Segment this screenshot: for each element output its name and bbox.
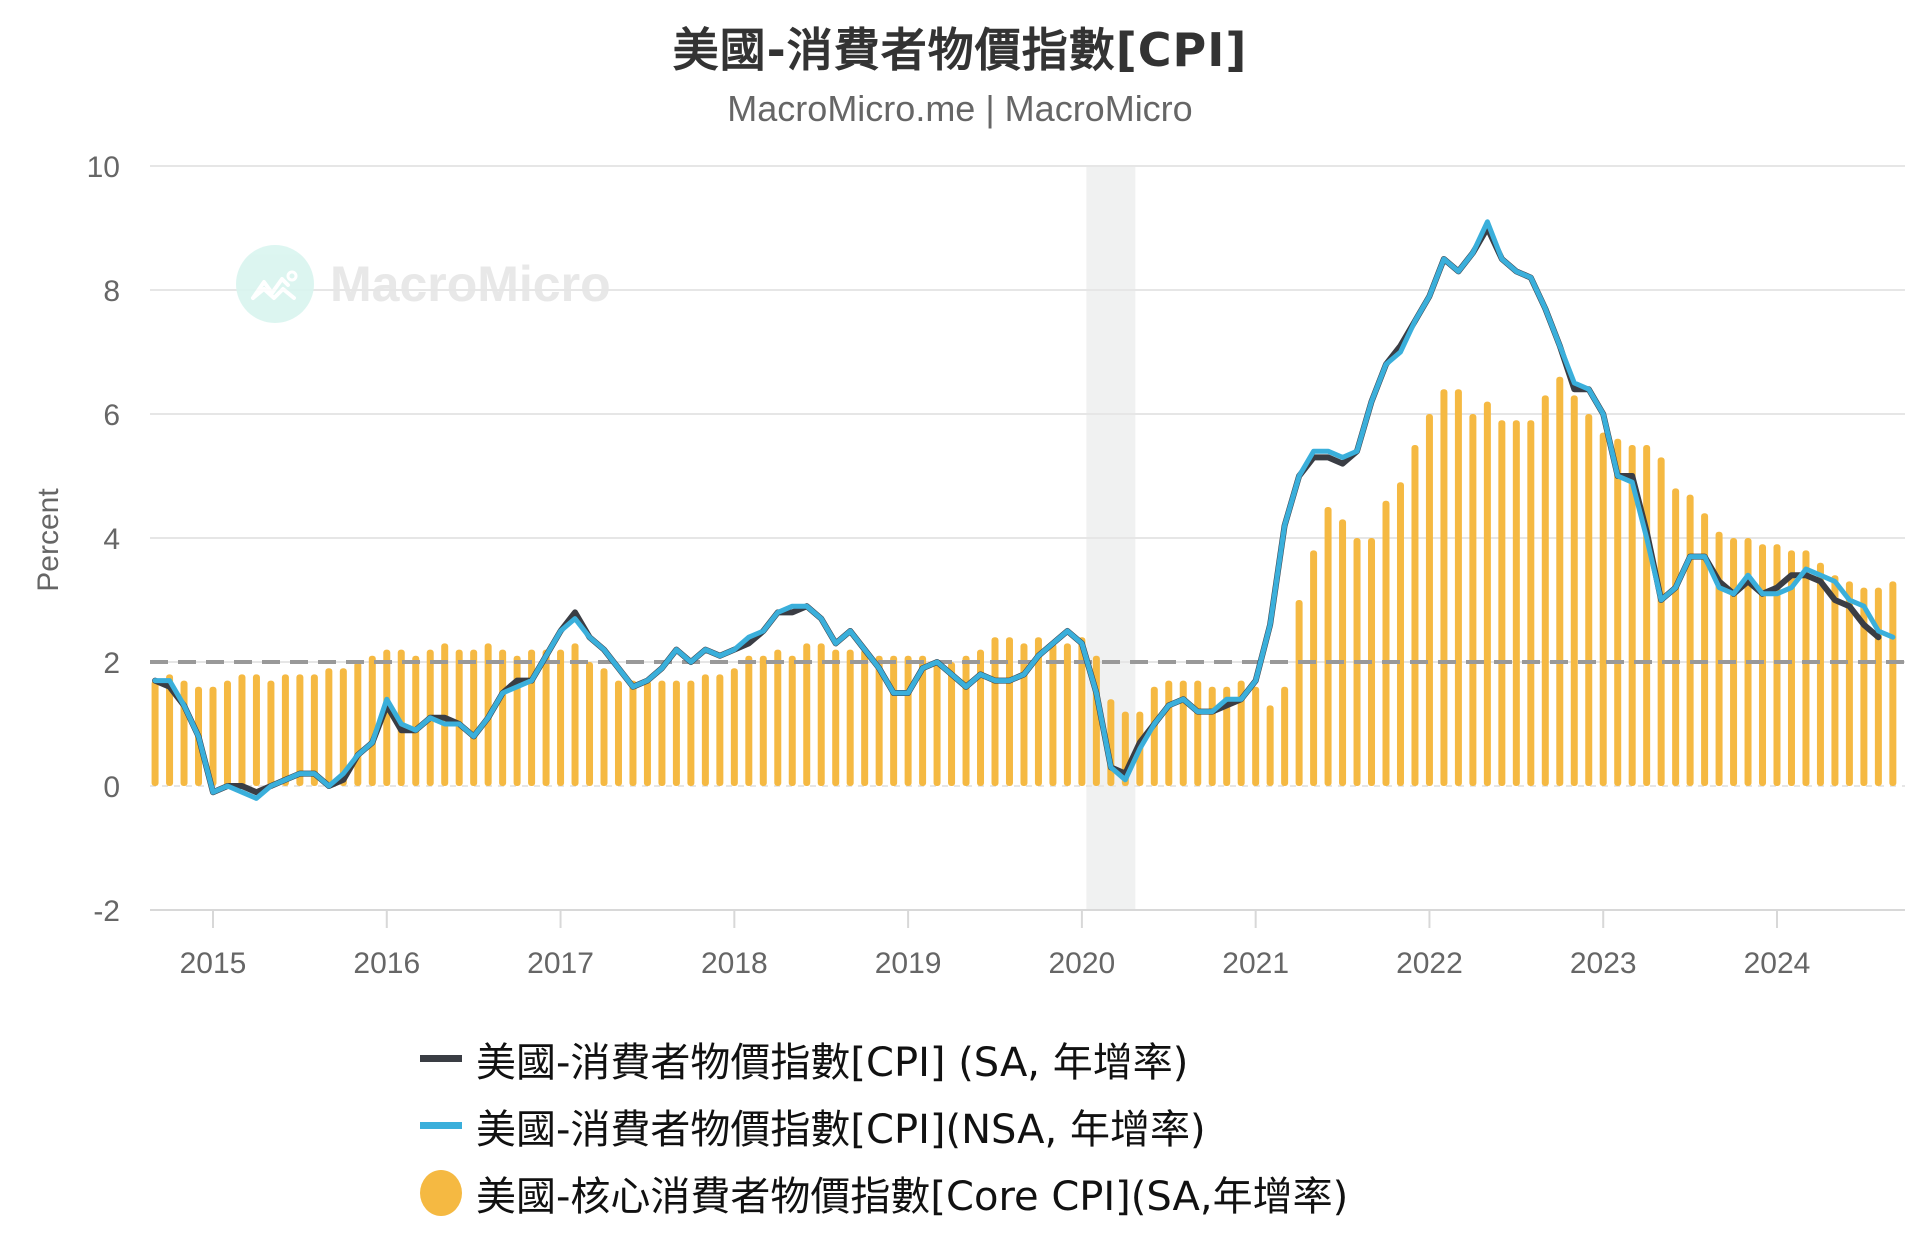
legend-item-core-cpi[interactable]: 美國-核心消費者物價指數[Core CPI](SA,年增率) <box>420 1159 1348 1226</box>
legend-label: 美國-核心消費者物價指數[Core CPI](SA,年增率) <box>476 1173 1349 1220</box>
svg-text:8: 8 <box>103 275 120 308</box>
svg-text:2019: 2019 <box>875 947 942 980</box>
legend-line-icon <box>420 1055 462 1062</box>
svg-text:2022: 2022 <box>1396 947 1463 980</box>
legend-circle-icon <box>420 1169 462 1216</box>
svg-text:6: 6 <box>103 399 120 432</box>
svg-text:2015: 2015 <box>180 947 247 980</box>
legend-line-icon <box>420 1122 462 1129</box>
svg-text:2024: 2024 <box>1744 947 1811 980</box>
watermark-text: MacroMicro <box>330 256 611 312</box>
y-axis-label: Percent <box>32 488 65 592</box>
svg-text:2020: 2020 <box>1049 947 1116 980</box>
svg-text:2: 2 <box>103 647 120 680</box>
svg-text:2018: 2018 <box>701 947 768 980</box>
chart-subtitle: MacroMicro.me | MacroMicro <box>727 88 1193 129</box>
svg-text:2023: 2023 <box>1570 947 1637 980</box>
legend-item-cpi-sa[interactable]: 美國-消費者物價指數[CPI] (SA, 年增率) <box>420 1025 1348 1092</box>
legend-label: 美國-消費者物價指數[CPI] (SA, 年增率) <box>476 1039 1189 1086</box>
svg-text:4: 4 <box>103 523 120 556</box>
x-axis: 2015 2016 2017 2018 2019 2020 2021 2022 2023 2024 <box>150 909 1905 980</box>
legend-item-cpi-nsa[interactable]: 美國-消費者物價指數[CPI](NSA, 年增率) <box>420 1092 1348 1159</box>
svg-text:0: 0 <box>103 771 120 804</box>
macromicro-logo-icon <box>236 245 314 323</box>
chart-title: 美國-消費者物價指數[CPI] <box>672 23 1248 77</box>
legend-label: 美國-消費者物價指數[CPI](NSA, 年增率) <box>476 1106 1206 1153</box>
core-cpi-bars[interactable] <box>151 376 1897 786</box>
svg-text:2017: 2017 <box>527 947 594 980</box>
svg-text:2016: 2016 <box>353 947 420 980</box>
legend: 美國-消費者物價指數[CPI] (SA, 年增率) 美國-消費者物價指數[CPI… <box>420 1025 1348 1226</box>
svg-text:-2: -2 <box>93 895 120 928</box>
svg-text:10: 10 <box>87 151 120 184</box>
y-axis-ticks: -2 0 2 4 6 8 10 <box>87 151 120 928</box>
svg-text:2021: 2021 <box>1222 947 1289 980</box>
watermark: MacroMicro <box>236 245 611 323</box>
cpi-lines[interactable] <box>152 219 1896 801</box>
